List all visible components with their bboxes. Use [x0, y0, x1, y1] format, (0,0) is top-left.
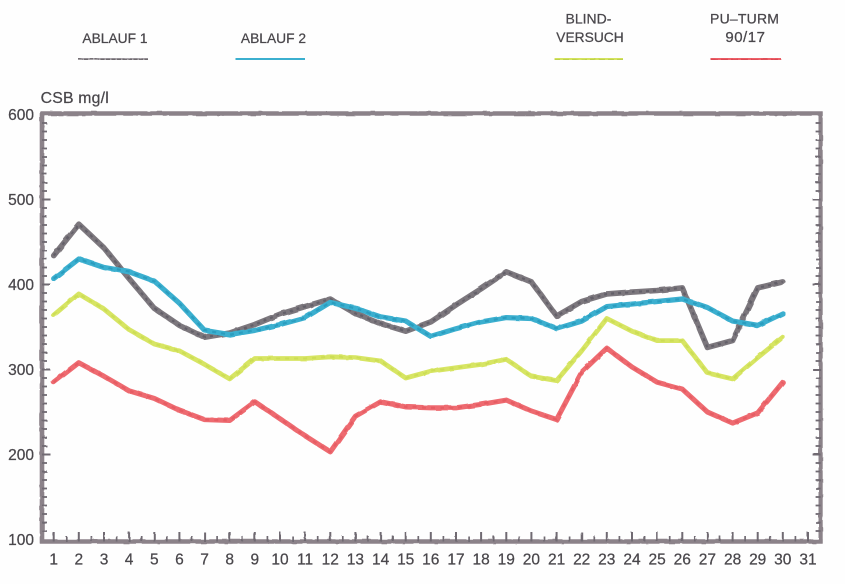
svg-text:3: 3	[100, 552, 109, 569]
svg-text:ABLAUF 2: ABLAUF 2	[241, 31, 306, 46]
svg-text:15: 15	[397, 552, 414, 569]
svg-text:300: 300	[8, 362, 34, 379]
svg-text:VERSUCH: VERSUCH	[556, 30, 623, 45]
svg-text:600: 600	[8, 107, 34, 124]
svg-text:6: 6	[175, 552, 184, 569]
svg-text:20: 20	[523, 552, 541, 569]
svg-text:18: 18	[472, 552, 489, 569]
svg-text:17: 17	[447, 552, 464, 569]
svg-text:5: 5	[150, 552, 159, 569]
svg-text:19: 19	[498, 552, 515, 569]
svg-text:11: 11	[297, 552, 313, 569]
svg-text:7: 7	[200, 552, 209, 569]
svg-text:90/17: 90/17	[725, 29, 765, 46]
svg-text:16: 16	[422, 552, 439, 569]
svg-text:13: 13	[347, 552, 364, 569]
svg-text:1: 1	[49, 552, 58, 569]
svg-text:100: 100	[8, 532, 34, 549]
svg-text:27: 27	[699, 552, 716, 569]
svg-text:21: 21	[548, 552, 565, 569]
svg-text:400: 400	[8, 277, 34, 294]
svg-text:10: 10	[271, 552, 289, 569]
svg-text:2: 2	[74, 552, 83, 569]
svg-text:24: 24	[623, 552, 641, 569]
svg-text:CSB mg/l: CSB mg/l	[41, 90, 109, 107]
svg-text:ABLAUF 1: ABLAUF 1	[82, 31, 147, 46]
svg-text:26: 26	[674, 552, 691, 569]
svg-text:23: 23	[598, 552, 615, 569]
svg-text:29: 29	[749, 552, 766, 569]
svg-text:500: 500	[8, 192, 34, 209]
svg-text:9: 9	[250, 552, 259, 569]
svg-text:28: 28	[724, 552, 741, 569]
svg-text:14: 14	[372, 552, 390, 569]
svg-text:BLIND-: BLIND-	[566, 11, 612, 27]
svg-text:4: 4	[125, 552, 134, 569]
svg-text:8: 8	[225, 552, 234, 569]
svg-text:30: 30	[774, 552, 792, 569]
svg-text:31: 31	[799, 552, 816, 569]
svg-text:12: 12	[322, 552, 339, 569]
svg-text:25: 25	[648, 552, 665, 569]
svg-text:PU–TURM: PU–TURM	[710, 11, 779, 27]
svg-text:22: 22	[573, 552, 590, 569]
svg-text:200: 200	[8, 447, 34, 464]
